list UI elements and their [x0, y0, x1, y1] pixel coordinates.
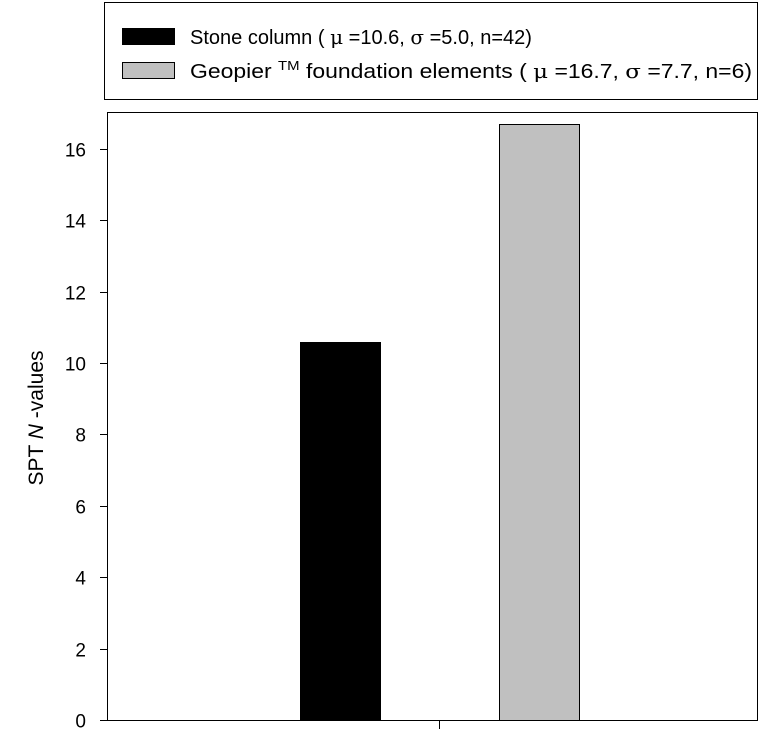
y-axis-label: SPT N -values [25, 350, 48, 485]
y-axis-label-suffix: -values [25, 350, 48, 418]
legend: Stone column ( μ =10.6, σ =5.0, n=42) Ge… [104, 2, 758, 100]
y-tick-label-0: 0 [75, 712, 86, 731]
legend-series-name-suffix: foundation elements [306, 61, 513, 83]
legend-mu-value: =10.6, [349, 27, 411, 49]
legend-swatch-stone-column [122, 28, 175, 45]
y-tick-label-10: 10 [65, 355, 86, 376]
legend-swatch-geopier [122, 62, 175, 79]
legend-series-name-geopier: Geopier [190, 61, 272, 83]
y-tick-label-12: 12 [65, 284, 86, 305]
legend-sigma-value: =5.0, n=42) [430, 27, 532, 49]
y-tick-label-2: 2 [75, 641, 86, 662]
legend-mu-symbol: μ [330, 25, 343, 49]
bars [300, 124, 580, 721]
legend-box [104, 2, 758, 100]
legend-sigma-symbol: σ [410, 25, 424, 49]
legend-open-paren: ( [519, 61, 527, 83]
bar-stone-column [300, 342, 381, 721]
legend-mu-value: =16.7, [554, 61, 625, 83]
y-tick-label-8: 8 [75, 426, 86, 447]
y-tick-label-4: 4 [75, 569, 86, 590]
bar-geopier [499, 124, 580, 721]
legend-series-name-stone-column: Stone column [190, 27, 312, 49]
legend-mu-symbol: μ [533, 59, 548, 83]
legend-entry-stone-column: Stone column ( μ =10.6, σ =5.0, n=42) [190, 25, 532, 49]
y-axis: 0 2 4 6 8 10 12 14 16 [65, 141, 108, 731]
y-axis-label-italic: N [25, 423, 48, 439]
y-tick-label-14: 14 [65, 212, 87, 233]
legend-sigma-value: =7.7, n=6) [647, 61, 752, 83]
legend-open-paren: ( [318, 27, 325, 49]
y-tick-label-16: 16 [65, 141, 86, 162]
plot-frame [107, 112, 758, 721]
y-axis-label-prefix: SPT [25, 439, 48, 485]
legend-trademark-superscript: TM [278, 58, 300, 73]
legend-entry-geopier: Geopier TM foundation elements ( μ =16.7… [190, 53, 752, 83]
legend-sigma-symbol: σ [625, 59, 641, 83]
y-tick-label-6: 6 [75, 498, 86, 519]
